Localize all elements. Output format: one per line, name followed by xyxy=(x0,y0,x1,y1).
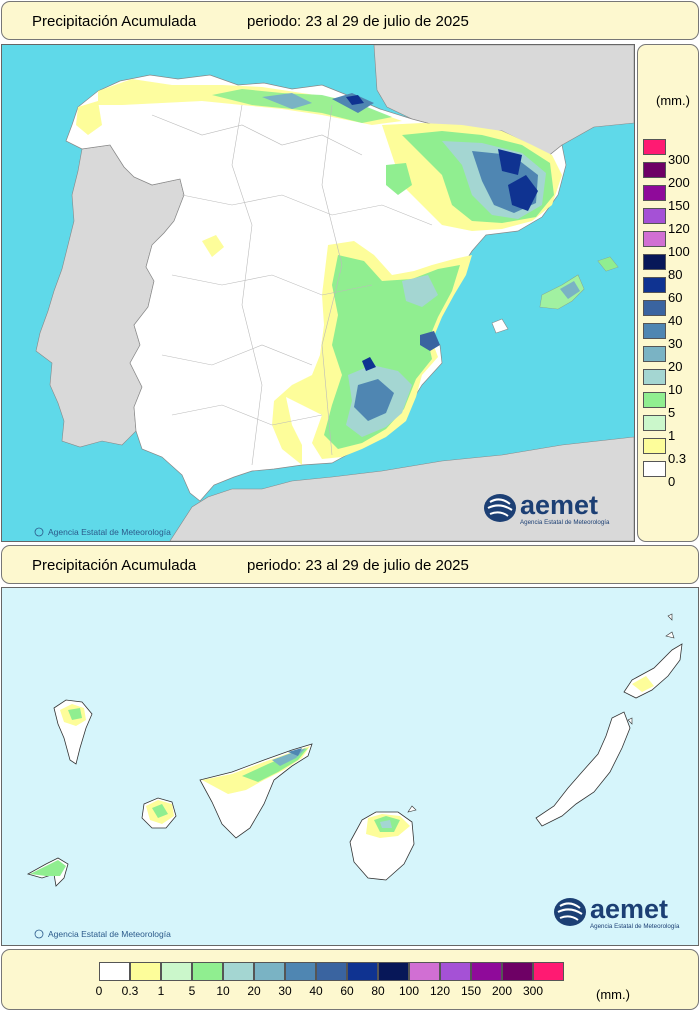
legend-label-10: 10 xyxy=(668,382,683,397)
legend-label-120: 120 xyxy=(668,221,690,236)
vertical-legend: (mm.) 300 200 150 120 100 80 60 40 30 20… xyxy=(637,44,699,542)
hlegend-label-5: 5 xyxy=(188,984,196,998)
top-period: periodo: 23 al 29 de julio de 2025 xyxy=(247,13,469,30)
legend-swatch-150 xyxy=(643,185,666,201)
hlegend-swatch-100 xyxy=(409,962,440,981)
legend-swatch-0 xyxy=(643,461,666,477)
island-tenerife xyxy=(199,743,313,839)
hlegend-label-60: 60 xyxy=(340,984,354,998)
legend-swatch-0.3 xyxy=(643,438,666,454)
credit-bottom: Agencia Estatal de Meteorología xyxy=(34,929,171,939)
canary-map: Agencia Estatal de Meteorología aemet Ag… xyxy=(1,587,699,946)
legend-swatch-40 xyxy=(643,300,666,316)
hlegend-swatch-150 xyxy=(471,962,502,981)
legend-label-100: 100 xyxy=(668,244,690,259)
hlegend-label-120: 120 xyxy=(429,984,451,998)
credit-text-bottom: Agencia Estatal de Meteorología xyxy=(48,929,171,939)
island-el-hierro xyxy=(26,857,69,887)
island-lanzarote xyxy=(623,613,683,725)
peninsula-map: Agencia Estatal de Meteorología aemet Ag… xyxy=(1,44,635,542)
hlegend-swatch-120 xyxy=(440,962,471,981)
island-la-palma xyxy=(53,699,93,765)
legend-label-150: 150 xyxy=(668,198,690,213)
hlegend-label-10: 10 xyxy=(216,984,230,998)
hlegend-swatch-200 xyxy=(502,962,533,981)
bottom-title: Precipitación Acumulada xyxy=(32,557,197,574)
aemet-word-bottom: aemet xyxy=(590,894,668,924)
island-gran-canaria xyxy=(349,805,417,881)
legend-swatch-10 xyxy=(643,369,666,385)
hlegend-label-40: 40 xyxy=(309,984,323,998)
bottom-title-bar: Precipitación Acumulada periodo: 23 al 2… xyxy=(1,545,699,584)
hlegend-swatch-60 xyxy=(347,962,378,981)
hlegend-swatch-1 xyxy=(161,962,192,981)
legend-label-5: 5 xyxy=(668,405,676,420)
canary-sea xyxy=(2,588,698,945)
bottom-period: periodo: 23 al 29 de julio de 2025 xyxy=(247,557,469,574)
hlegend-swatch-30 xyxy=(285,962,316,981)
aemet-logo-bottom: aemet Agencia Estatal de Meteorología xyxy=(554,894,680,930)
hlegend-label-0.3: 0.3 xyxy=(121,984,139,998)
aemet-subtitle-top: Agencia Estatal de Meteorología xyxy=(520,519,610,526)
hlegend-swatch-0 xyxy=(99,962,130,981)
legend-swatch-60 xyxy=(643,277,666,293)
hlegend-label-300: 300 xyxy=(522,984,544,998)
precipitation-overlay xyxy=(76,79,618,465)
hlegend-label-1: 1 xyxy=(157,984,165,998)
hlegend-swatch-80 xyxy=(378,962,409,981)
legend-swatch-120 xyxy=(643,208,666,224)
credit-text-top: Agencia Estatal de Meteorología xyxy=(48,527,171,537)
top-title: Precipitación Acumulada xyxy=(32,13,197,30)
horizontal-legend: 0 0.3 1 5 10 20 30 40 60 80 100 120 150 … xyxy=(1,949,699,1010)
hlegend-label-100: 100 xyxy=(398,984,420,998)
hlegend-swatch-40 xyxy=(316,962,347,981)
hlegend-swatch-10 xyxy=(223,962,254,981)
legend-label-1: 1 xyxy=(668,428,676,443)
legend-label-0: 0 xyxy=(668,474,676,489)
legend-label-200: 200 xyxy=(668,175,690,190)
top-title-bar: Precipitación Acumulada periodo: 23 al 2… xyxy=(1,1,699,40)
aemet-word-top: aemet xyxy=(520,490,598,520)
vertical-legend-units: (mm.) xyxy=(656,93,690,108)
aemet-logo-top: aemet Agencia Estatal de Meteorología xyxy=(484,490,610,526)
hlegend-swatch-0.3 xyxy=(130,962,161,981)
aemet-logo-icon xyxy=(554,898,586,926)
province-borders xyxy=(151,104,433,466)
hlegend-swatch-20 xyxy=(254,962,285,981)
legend-swatch-1 xyxy=(643,415,666,431)
island-fuerteventura xyxy=(535,711,631,827)
hlegend-label-80: 80 xyxy=(371,984,385,998)
hlegend-label-20: 20 xyxy=(247,984,261,998)
hlegend-swatch-5 xyxy=(192,962,223,981)
legend-swatch-300 xyxy=(643,139,666,155)
legend-swatch-20 xyxy=(643,346,666,362)
hlegend-swatch-300 xyxy=(533,962,564,981)
aemet-logo-icon xyxy=(484,494,516,522)
hlegend-label-0: 0 xyxy=(95,984,103,998)
africa-land xyxy=(169,436,634,541)
ibiza xyxy=(491,318,509,334)
legend-label-40: 40 xyxy=(668,313,683,328)
peninsula-map-svg: Agencia Estatal de Meteorología aemet Ag… xyxy=(2,45,634,541)
legend-label-30: 30 xyxy=(668,336,683,351)
legend-label-60: 60 xyxy=(668,290,683,305)
horizontal-legend-units: (mm.) xyxy=(596,987,630,1002)
legend-swatch-200 xyxy=(643,162,666,178)
hlegend-label-200: 200 xyxy=(491,984,513,998)
credit-top: Agencia Estatal de Meteorología xyxy=(34,527,171,537)
island-la-gomera xyxy=(141,797,177,829)
legend-swatch-5 xyxy=(643,392,666,408)
legend-swatch-30 xyxy=(643,323,666,339)
hlegend-label-30: 30 xyxy=(278,984,292,998)
hlegend-label-150: 150 xyxy=(460,984,482,998)
legend-label-20: 20 xyxy=(668,359,683,374)
legend-label-300: 300 xyxy=(668,152,690,167)
legend-label-80: 80 xyxy=(668,267,683,282)
legend-label-0.3: 0.3 xyxy=(668,451,687,466)
legend-swatch-80 xyxy=(643,254,666,270)
canary-map-svg: Agencia Estatal de Meteorología aemet Ag… xyxy=(2,588,698,945)
aemet-subtitle-bottom: Agencia Estatal de Meteorología xyxy=(590,923,680,930)
legend-swatch-100 xyxy=(643,231,666,247)
